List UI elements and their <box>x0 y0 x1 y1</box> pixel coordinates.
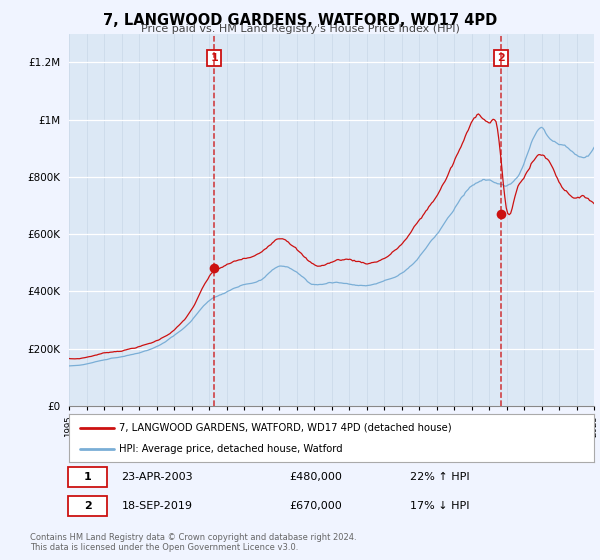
Text: 7, LANGWOOD GARDENS, WATFORD, WD17 4PD: 7, LANGWOOD GARDENS, WATFORD, WD17 4PD <box>103 13 497 28</box>
Text: 18-SEP-2019: 18-SEP-2019 <box>121 501 193 511</box>
Text: £480,000: £480,000 <box>290 472 343 482</box>
Text: 2: 2 <box>497 53 505 63</box>
Text: 23-APR-2003: 23-APR-2003 <box>121 472 193 482</box>
Text: 7, LANGWOOD GARDENS, WATFORD, WD17 4PD (detached house): 7, LANGWOOD GARDENS, WATFORD, WD17 4PD (… <box>119 423 452 433</box>
Text: 17% ↓ HPI: 17% ↓ HPI <box>410 501 470 511</box>
Text: £670,000: £670,000 <box>290 501 342 511</box>
Text: 1: 1 <box>84 472 92 482</box>
FancyBboxPatch shape <box>68 496 107 516</box>
Text: Contains HM Land Registry data © Crown copyright and database right 2024.: Contains HM Land Registry data © Crown c… <box>30 533 356 542</box>
Text: This data is licensed under the Open Government Licence v3.0.: This data is licensed under the Open Gov… <box>30 543 298 552</box>
Text: 1: 1 <box>210 53 218 63</box>
Text: HPI: Average price, detached house, Watford: HPI: Average price, detached house, Watf… <box>119 444 343 454</box>
Text: 22% ↑ HPI: 22% ↑ HPI <box>410 472 470 482</box>
Text: Price paid vs. HM Land Registry's House Price Index (HPI): Price paid vs. HM Land Registry's House … <box>140 24 460 34</box>
Text: 2: 2 <box>84 501 92 511</box>
FancyBboxPatch shape <box>68 467 107 487</box>
